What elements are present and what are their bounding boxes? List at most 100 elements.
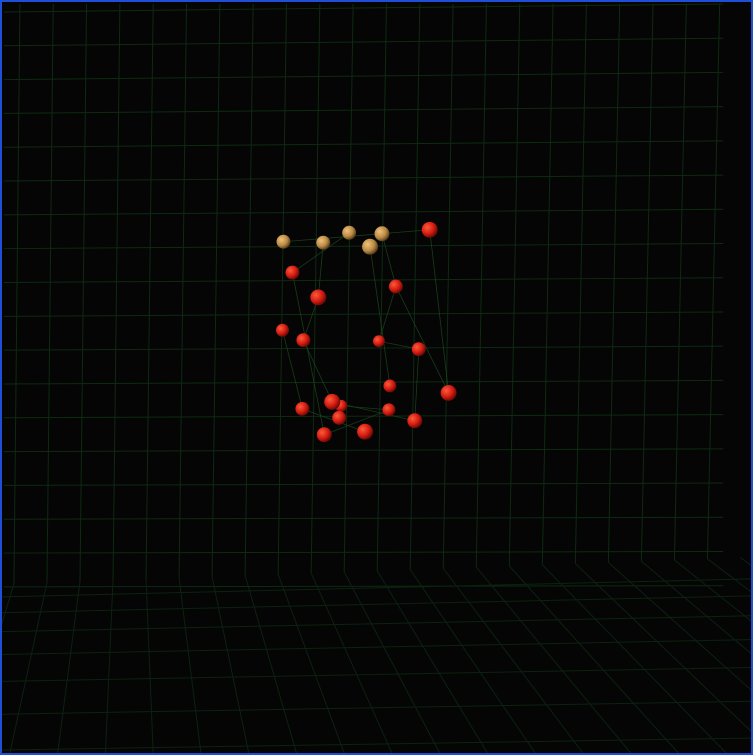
grid-line (2, 700, 751, 715)
grid-line (3, 482, 724, 486)
grid-line (343, 571, 441, 753)
edge (369, 246, 391, 387)
edge (283, 229, 430, 243)
grid-line (3, 379, 724, 385)
graph-nodes (276, 221, 457, 443)
grid-line (112, 3, 121, 581)
grid-line (674, 559, 751, 622)
grid-line (673, 3, 687, 561)
node[interactable] (383, 379, 397, 393)
grid-line (3, 106, 724, 114)
grid-line (541, 3, 554, 565)
edge (414, 349, 420, 421)
grid-line (178, 577, 202, 753)
node[interactable] (316, 427, 332, 443)
grid-line (608, 562, 751, 691)
grid-line (3, 71, 724, 81)
grid-line (310, 572, 393, 753)
node[interactable] (296, 333, 311, 348)
grid-line (508, 565, 679, 753)
grid-line (409, 3, 421, 570)
grid-line (3, 448, 724, 453)
node[interactable] (324, 393, 341, 410)
edge (381, 233, 397, 287)
grid-line (2, 615, 751, 633)
grid-line (376, 570, 488, 753)
node[interactable] (276, 323, 289, 337)
grid-line (3, 3, 724, 13)
grid-line (3, 414, 724, 419)
node[interactable] (411, 342, 426, 357)
node[interactable] (310, 289, 327, 306)
grid-line (2, 737, 751, 751)
node[interactable] (357, 423, 374, 440)
grid-line (211, 576, 250, 753)
grid-line (640, 3, 654, 562)
grid-line (46, 3, 54, 583)
grid-line (145, 3, 154, 580)
node[interactable] (332, 410, 347, 425)
node[interactable] (382, 403, 396, 417)
grid-line (442, 3, 454, 569)
edge (292, 272, 325, 435)
grid-line (244, 575, 297, 753)
grid-line (574, 3, 587, 564)
edge (282, 330, 303, 409)
grid-line (79, 3, 88, 582)
grid-line (2, 639, 751, 656)
grid-line (145, 579, 154, 753)
grid-line (475, 566, 632, 753)
grid-line (3, 37, 724, 47)
node[interactable] (276, 234, 291, 249)
edge (341, 405, 389, 411)
grid-line (2, 666, 751, 682)
grid-line (57, 581, 81, 753)
node[interactable] (440, 384, 457, 401)
grid-line (641, 560, 751, 655)
grid-line (244, 3, 254, 576)
grid-line (574, 563, 751, 732)
grid-line (277, 3, 287, 575)
node[interactable] (295, 401, 310, 416)
grid-line (607, 3, 621, 563)
grid-line (104, 580, 114, 753)
node[interactable] (388, 279, 403, 294)
grid-line (277, 574, 345, 753)
grid-line (3, 140, 724, 148)
grid-line (508, 3, 521, 567)
grid-line (2, 578, 751, 598)
grid-line (310, 3, 321, 574)
node[interactable] (407, 413, 423, 429)
node[interactable] (362, 238, 378, 255)
edge (317, 242, 324, 298)
grid-line (13, 3, 21, 584)
grid-line (541, 564, 727, 753)
edge (429, 229, 450, 393)
grid-line (376, 3, 387, 571)
node[interactable] (373, 335, 385, 348)
back-wall-grid (3, 3, 724, 588)
node[interactable] (374, 226, 390, 242)
grid-line (706, 3, 721, 559)
edge (292, 232, 350, 273)
graph-edges (282, 229, 450, 436)
node[interactable] (316, 235, 331, 250)
grid-line (343, 3, 354, 572)
edge (378, 286, 397, 342)
grid-line (3, 208, 724, 216)
grid-line (475, 3, 487, 568)
edge (395, 286, 449, 394)
node[interactable] (342, 225, 357, 240)
grid-line (178, 3, 188, 578)
grid-line (3, 311, 724, 317)
grid-line (3, 174, 724, 182)
grid-line (2, 595, 751, 614)
node[interactable] (421, 221, 438, 238)
grid-line (3, 550, 724, 554)
grid-line (211, 3, 221, 577)
edge (303, 340, 333, 403)
node[interactable] (285, 265, 300, 280)
grid-line (3, 585, 724, 588)
floor-grid (2, 557, 751, 753)
